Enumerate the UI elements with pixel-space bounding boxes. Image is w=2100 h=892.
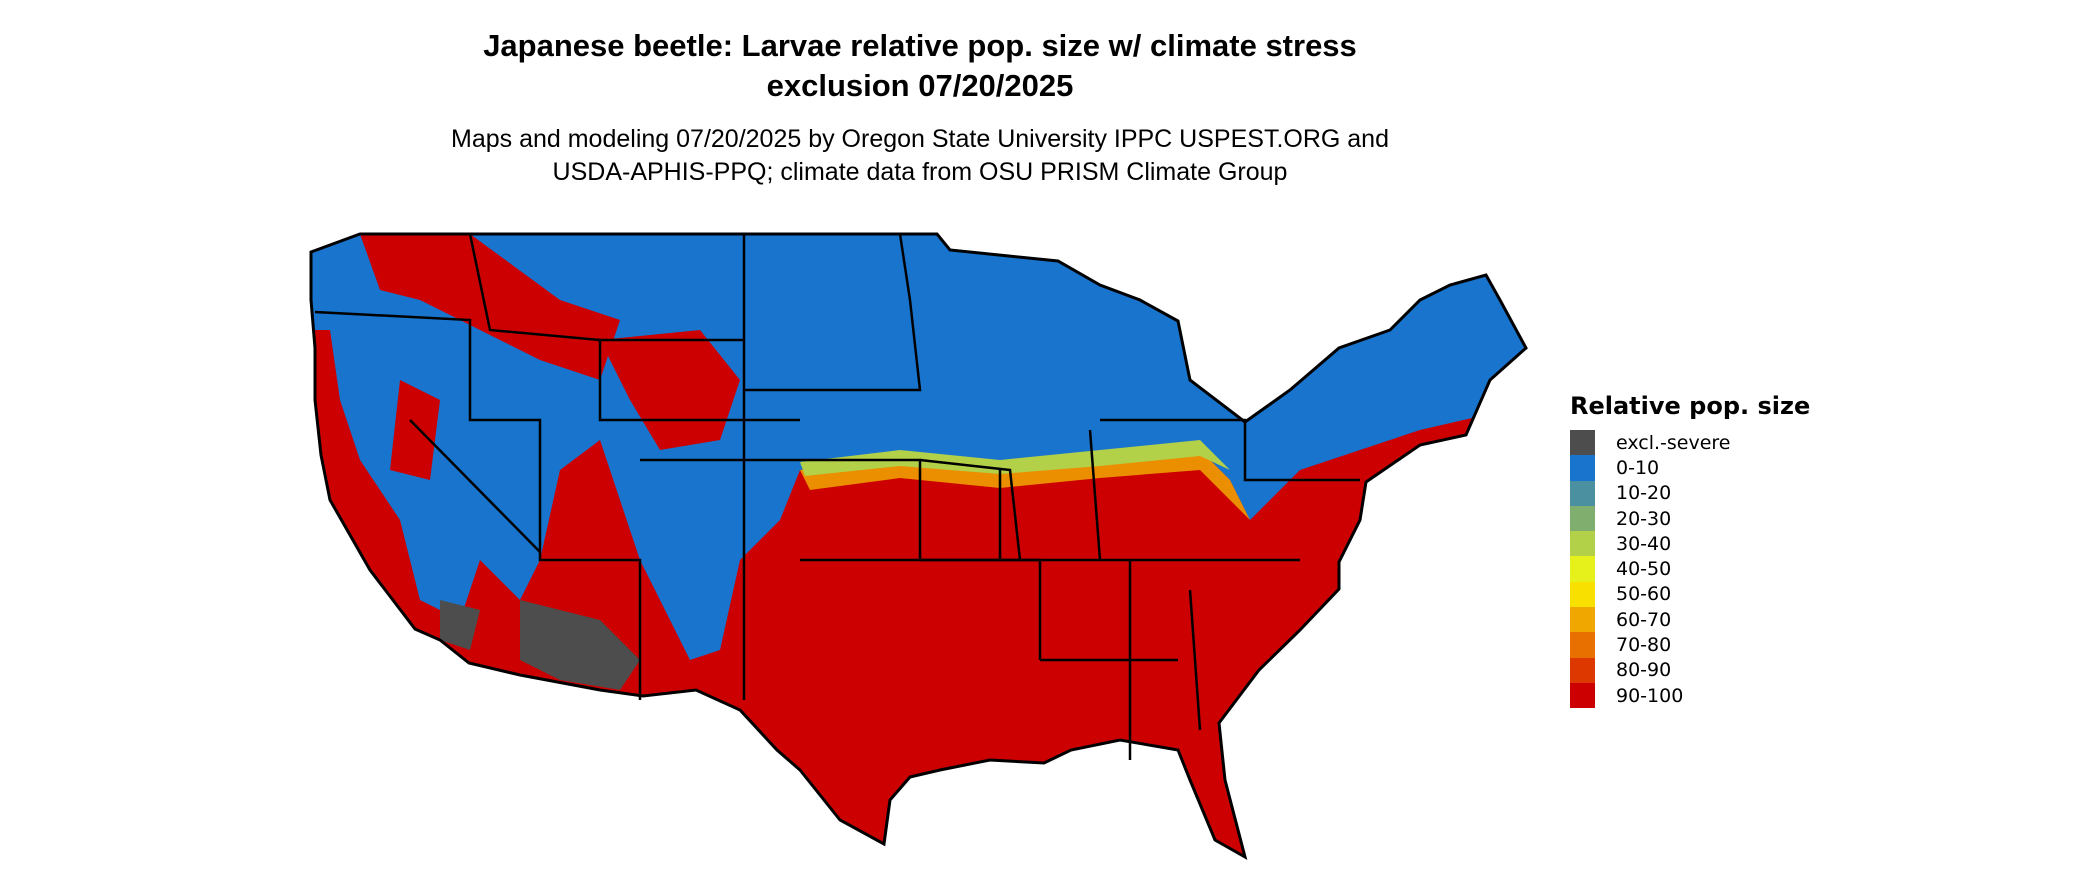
legend-swatch: [1570, 480, 1595, 506]
legend-label: 20-30: [1616, 507, 1672, 530]
legend-swatch: [1570, 607, 1595, 633]
legend-title: Relative pop. size: [1570, 392, 1811, 420]
legend-item: 90-100: [1570, 682, 1810, 709]
region-30-70-band: [800, 450, 1250, 520]
legend-item: 60-70: [1570, 607, 1810, 633]
legend-swatch: [1570, 657, 1595, 683]
legend-swatch: [1570, 505, 1595, 532]
state-borders: [314, 233, 1360, 760]
legend-label: 60-70: [1616, 608, 1672, 631]
legend-swatch: [1570, 531, 1595, 557]
legend-label: 10-20: [1616, 482, 1672, 505]
subtitle-line1: Maps and modeling 07/20/2025 by Oregon S…: [451, 125, 1389, 153]
legend-label: 0-10: [1616, 456, 1660, 479]
legend-item: 70-80: [1570, 632, 1810, 658]
region-red-west: [360, 234, 740, 480]
legend-label: 50-60: [1616, 583, 1672, 606]
legend-item: 30-40: [1570, 531, 1810, 557]
map-title-line2: exclusion 07/20/2025: [766, 68, 1074, 103]
legend-swatch: [1570, 632, 1595, 658]
subtitle-line2: USDA-APHIS-PPQ; climate data from OSU PR…: [552, 158, 1288, 186]
legend-item: 40-50: [1570, 556, 1810, 582]
legend-label: 40-50: [1616, 558, 1672, 581]
legend-item: 50-60: [1570, 581, 1810, 608]
legend-label: 70-80: [1616, 634, 1672, 657]
legend-item: excl.-severe: [1570, 430, 1810, 456]
legend-label: 30-40: [1616, 532, 1672, 555]
region-30-40-band: [800, 440, 1230, 476]
legend-swatch: [1570, 581, 1595, 608]
legend-swatch: [1570, 455, 1595, 481]
legend-label: excl.-severe: [1616, 431, 1731, 454]
region-excl-severe: [440, 600, 640, 690]
legend-label: 90-100: [1616, 684, 1684, 707]
legend-swatch: [1570, 556, 1595, 582]
map-title-line1: Japanese beetle: Larvae relative pop. si…: [483, 28, 1357, 63]
legend-label: 80-90: [1616, 659, 1672, 682]
legend-swatch: [1570, 430, 1595, 456]
legend-item: 20-30: [1570, 505, 1810, 532]
legend-swatch: [1570, 682, 1595, 709]
legend-item: 0-10: [1570, 455, 1810, 481]
legend-item: 10-20: [1570, 480, 1810, 506]
legend: Relative pop. size excl.-severe 0-10 10-20…: [1570, 392, 1811, 709]
legend-item: 80-90: [1570, 657, 1810, 683]
